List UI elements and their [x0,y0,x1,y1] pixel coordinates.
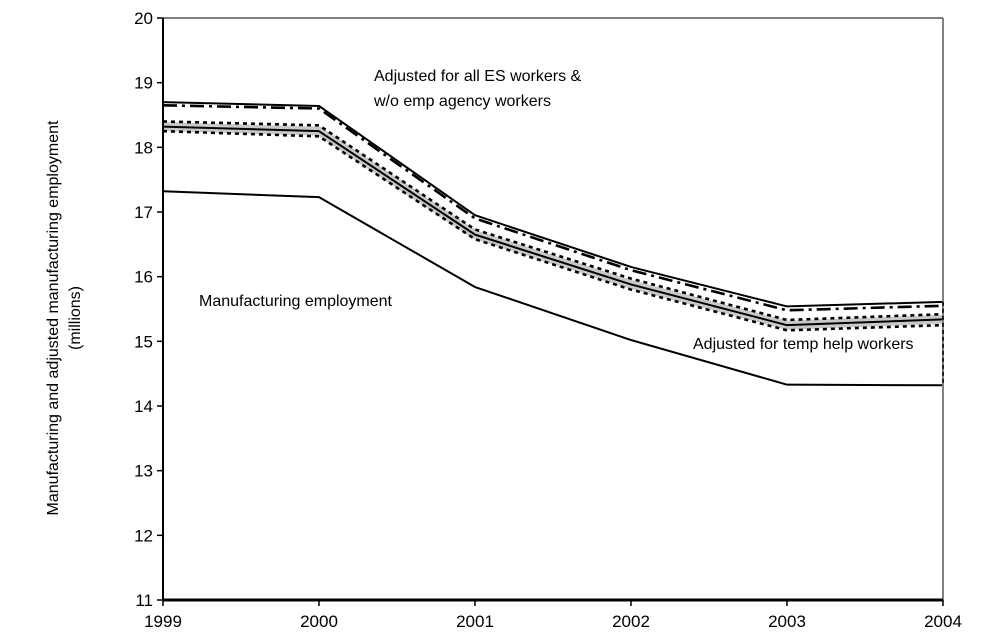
annotation-es-line-1: Adjusted for all ES workers & [374,68,582,85]
annotation-manufacturing: Manufacturing employment [199,293,393,310]
x-tick-label-2004: 2004 [924,612,962,631]
series-line-6 [163,105,943,310]
y-tick-label-20: 20 [134,9,153,28]
y-tick-label-14: 14 [134,397,153,416]
y-tick-label-17: 17 [134,203,153,222]
x-tick-label-2003: 2003 [768,612,806,631]
y-tick-label-12: 12 [134,526,153,545]
y-axis-title-line-1: Manufacturing and adjusted manufacturing… [45,120,62,515]
y-tick-label-15: 15 [134,332,153,351]
x-tick-label-2000: 2000 [300,612,338,631]
y-tick-label-11: 11 [135,591,153,610]
x-tick-label-2001: 2001 [456,612,494,631]
series-line-1 [163,191,943,385]
y-tick-label-18: 18 [134,138,153,157]
series-line-3 [163,121,943,320]
y-tick-label-16: 16 [134,268,153,287]
y-axis-title: Manufacturing and adjusted manufacturing… [45,120,84,515]
annotation-es-line-2: w/o emp agency workers [373,93,551,110]
x-tick-label-1999: 1999 [144,612,182,631]
annotation-temp-help: Adjusted for temp help workers [693,336,914,353]
x-tick-label-2002: 2002 [612,612,650,631]
y-tick-label-13: 13 [134,462,153,481]
y-tick-label-19: 19 [134,74,153,93]
y-axis-title-line-2: (millions) [67,286,84,350]
